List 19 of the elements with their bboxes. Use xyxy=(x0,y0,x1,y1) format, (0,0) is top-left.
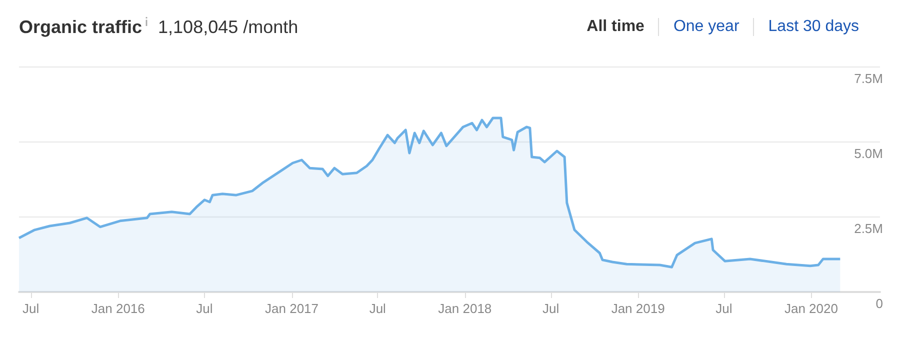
x-tick-label: Jan 2020 xyxy=(784,301,838,316)
x-tick-label: Jul xyxy=(22,301,40,316)
text: Last 30 days xyxy=(753,18,881,36)
y-tick-label: 5.0M xyxy=(854,146,883,161)
text: One year xyxy=(658,18,754,36)
x-tick-label: Jul xyxy=(369,301,386,316)
x-tick-label: Jan 2018 xyxy=(438,301,492,316)
x-tick-label: Jul xyxy=(196,301,213,316)
chart-title: Organic traffic xyxy=(19,16,142,38)
x-tick-label: Jul xyxy=(716,301,732,316)
y-tick-label: 0 xyxy=(876,296,883,311)
y-tick-label: 2.5M xyxy=(854,221,883,236)
x-tick-label: Jan 2017 xyxy=(265,301,319,316)
x-tick-label: Jan 2019 xyxy=(611,301,665,316)
chart-subtitle: 1,108,045 /month xyxy=(158,16,298,38)
text: All time xyxy=(586,18,646,36)
y-tick-label: 7.5M xyxy=(854,71,883,86)
x-tick-label: Jan 2016 xyxy=(91,301,145,316)
x-tick-label: Jul xyxy=(542,301,560,316)
